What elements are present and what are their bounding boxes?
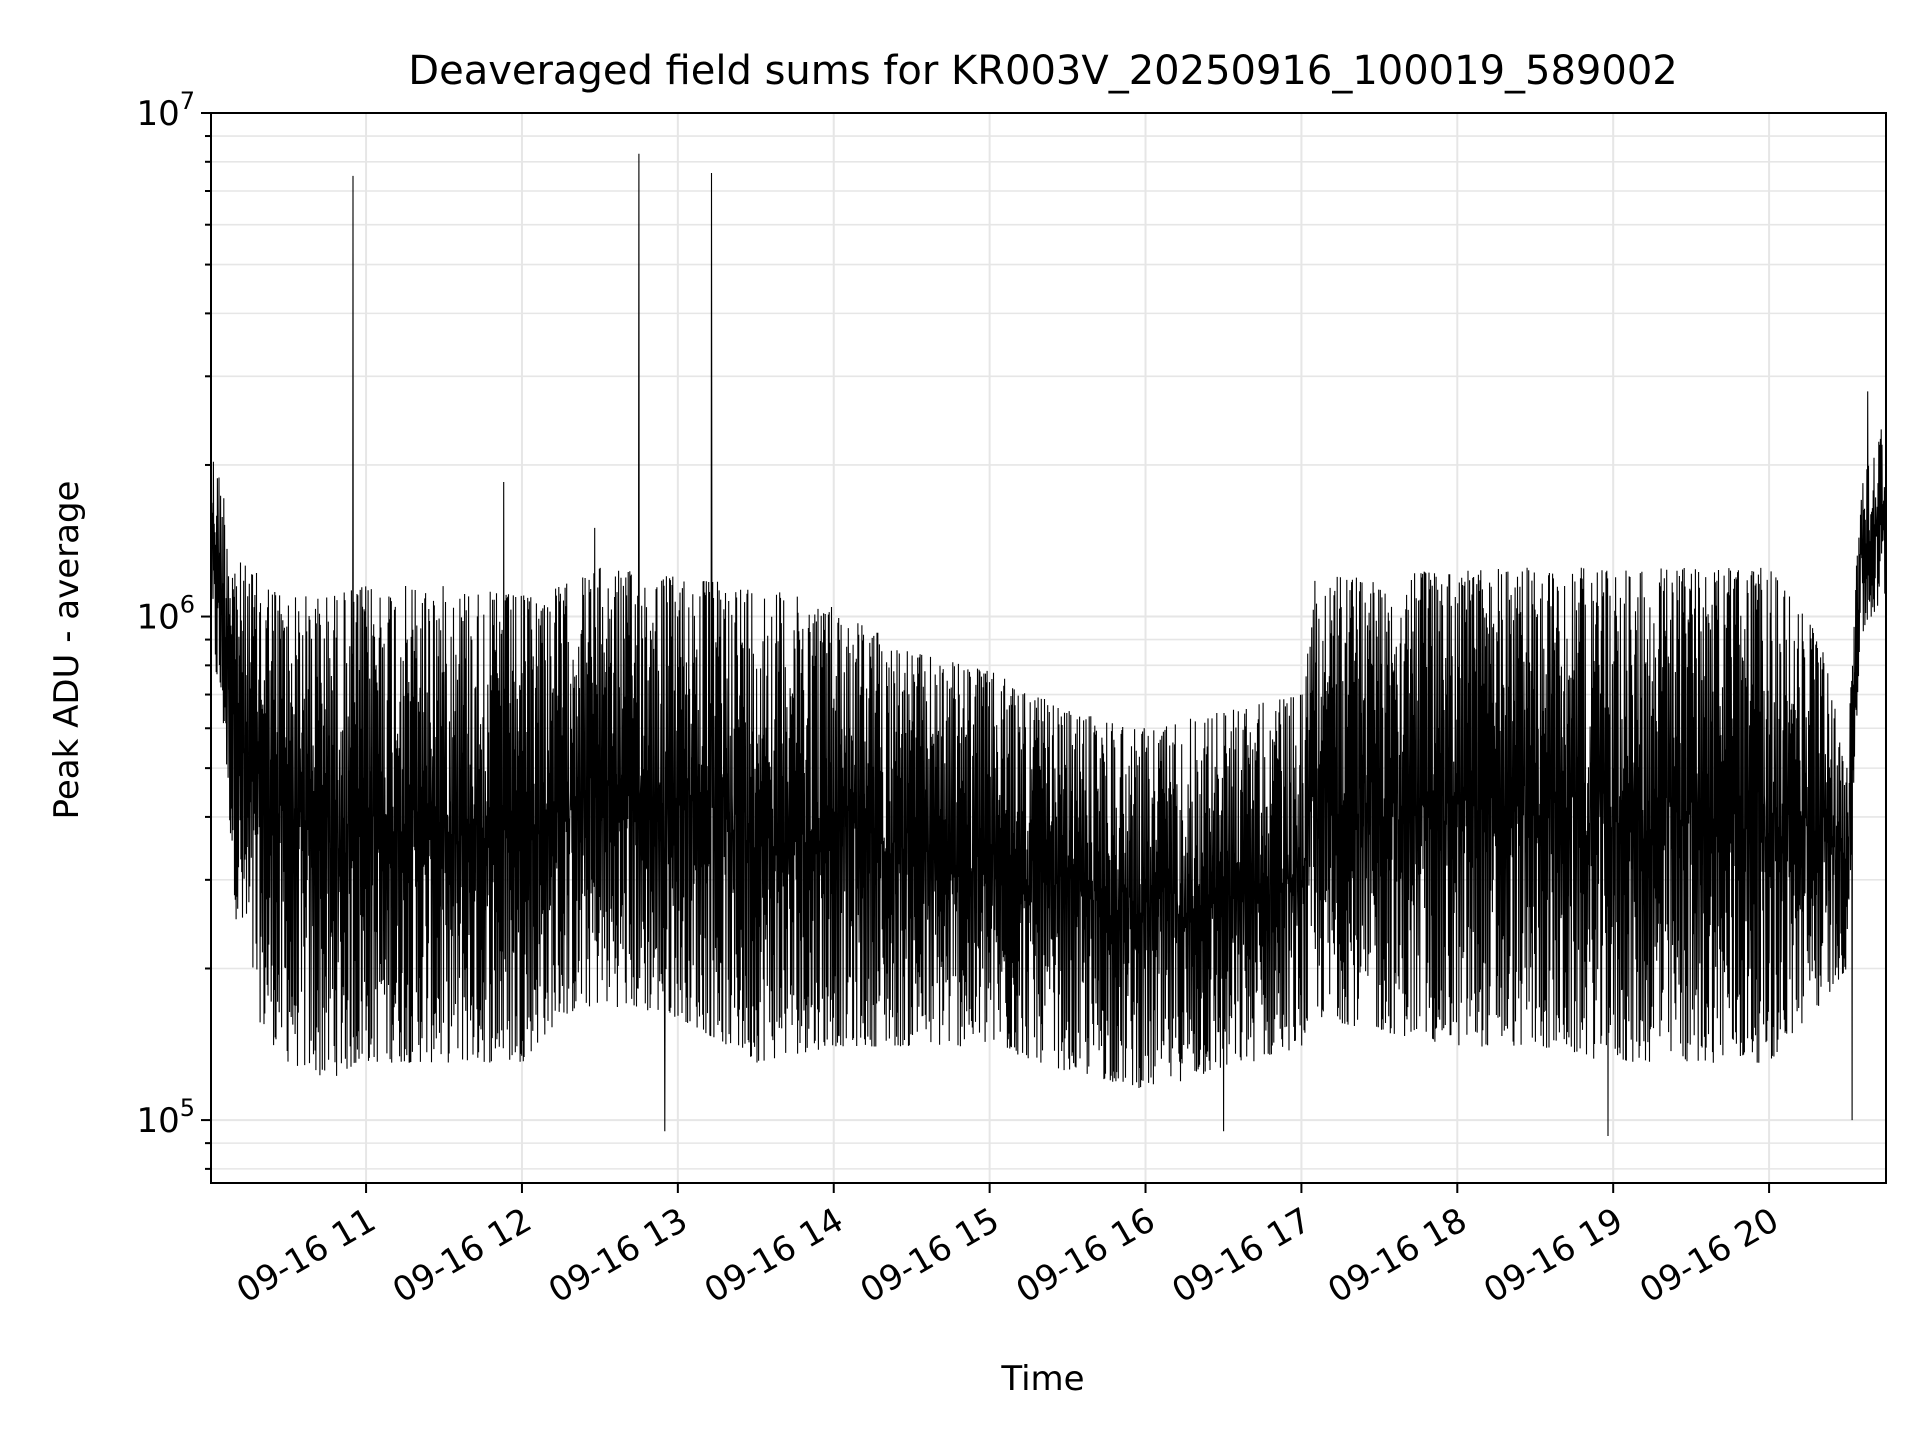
- y-tick-label: 107: [136, 87, 195, 134]
- y-axis-ticks: 105 106 107: [136, 87, 211, 1170]
- axes-frame: [210, 112, 1887, 1184]
- x-axis-label: Time: [1000, 1359, 1084, 1399]
- y-tick-label: 105: [136, 1094, 195, 1141]
- y-tick-label: 106: [136, 591, 195, 638]
- series-line: [210, 153, 1887, 1137]
- y-axis-label: Peak ADU - average: [47, 481, 87, 820]
- plot-area: [210, 153, 1887, 1137]
- chart-title: Deaveraged field sums for KR003V_2025091…: [408, 48, 1677, 94]
